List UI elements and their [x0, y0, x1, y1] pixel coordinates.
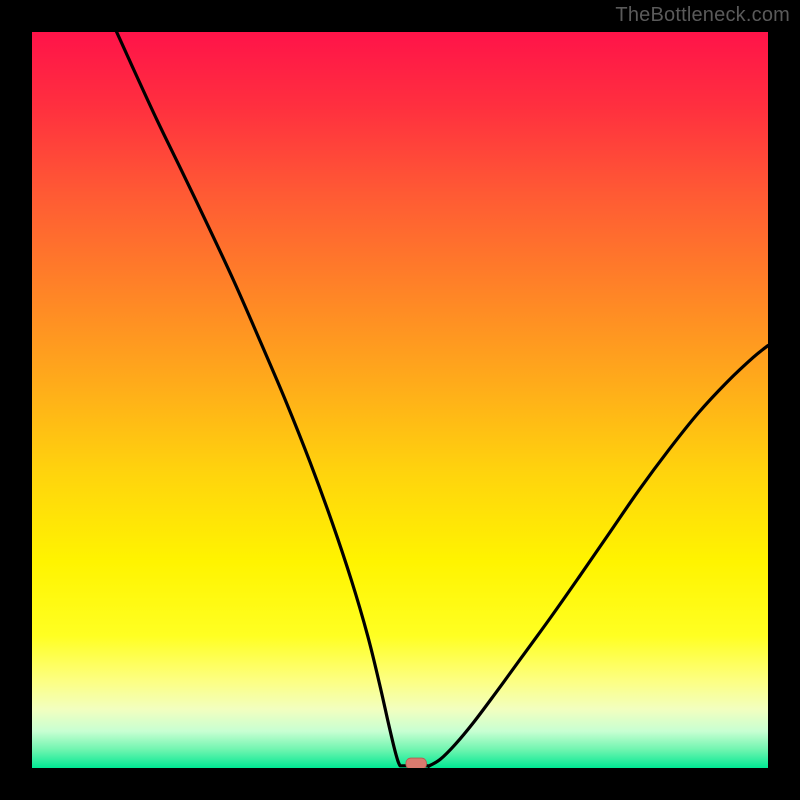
plot-background — [32, 32, 768, 768]
chart-root: TheBottleneck.com — [0, 0, 800, 800]
chart-svg — [0, 0, 800, 800]
watermark-text: TheBottleneck.com — [615, 4, 790, 27]
valley-marker — [406, 758, 427, 769]
